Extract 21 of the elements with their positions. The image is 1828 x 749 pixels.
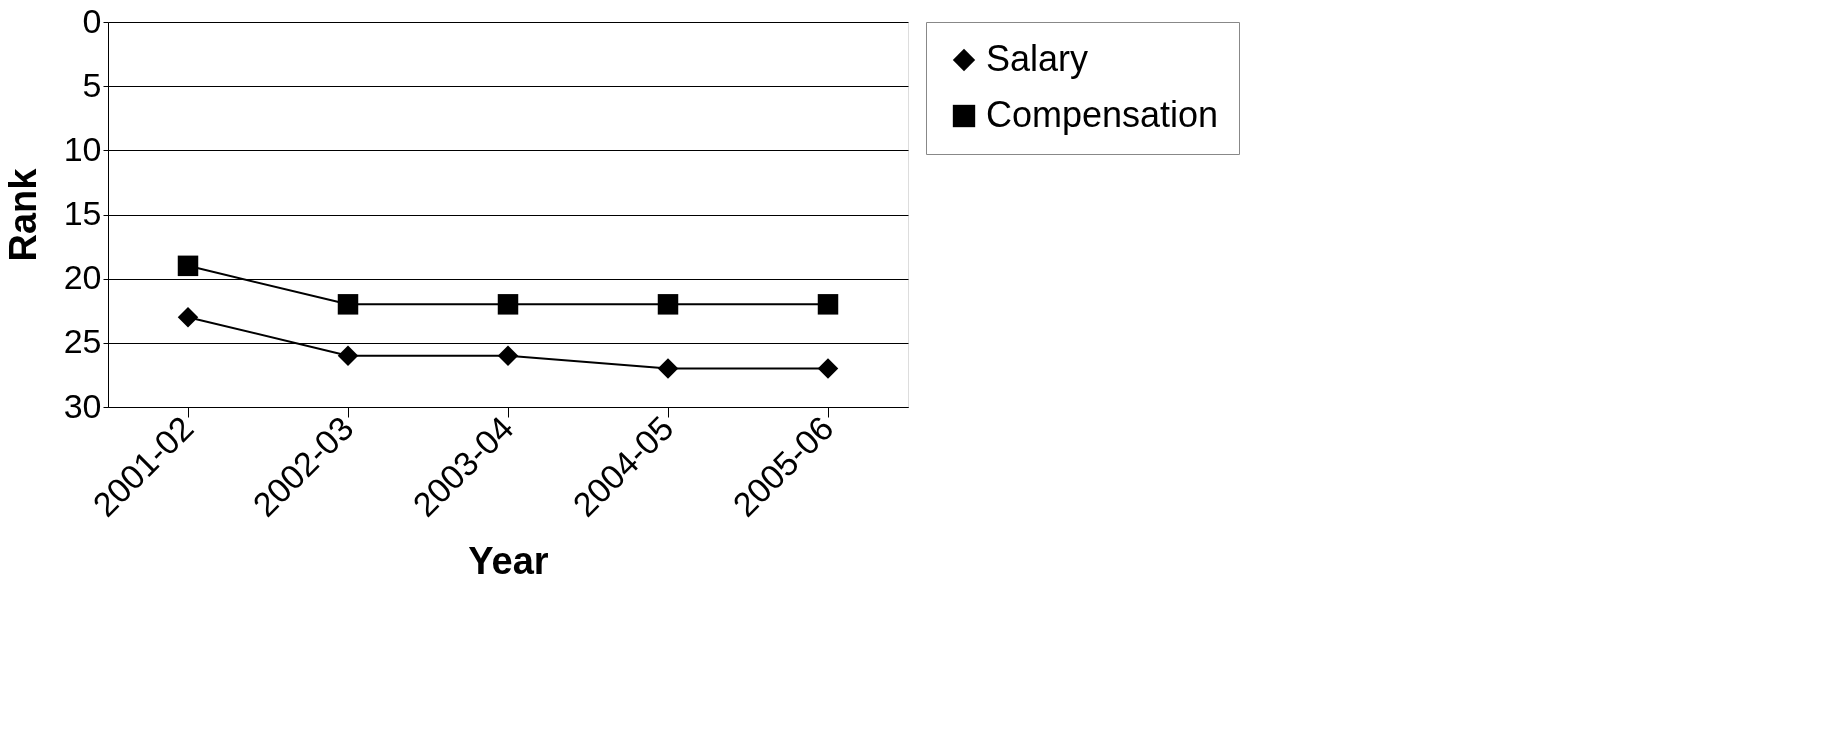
y-tick-label: 0 [82, 1, 102, 40]
point [817, 358, 839, 379]
legend-label: Salary [986, 38, 1089, 79]
y-tick-label: 25 [63, 322, 102, 361]
point [337, 345, 359, 366]
x-axis-title: Year [468, 539, 549, 582]
y-tick-label: 30 [63, 386, 102, 425]
y-tick-label: 20 [63, 258, 102, 297]
y-tick-label: 5 [82, 65, 102, 104]
point [497, 294, 519, 315]
legend-label: Compensation [986, 94, 1219, 135]
y-tick-label: 10 [63, 129, 102, 168]
point [337, 294, 359, 315]
point [177, 306, 199, 328]
point [497, 345, 519, 366]
point [657, 358, 679, 379]
y-tick-label: 15 [63, 194, 102, 232]
point [657, 294, 679, 315]
point [177, 255, 199, 277]
point [817, 294, 839, 315]
y-axis-title: Rank [1, 167, 44, 262]
